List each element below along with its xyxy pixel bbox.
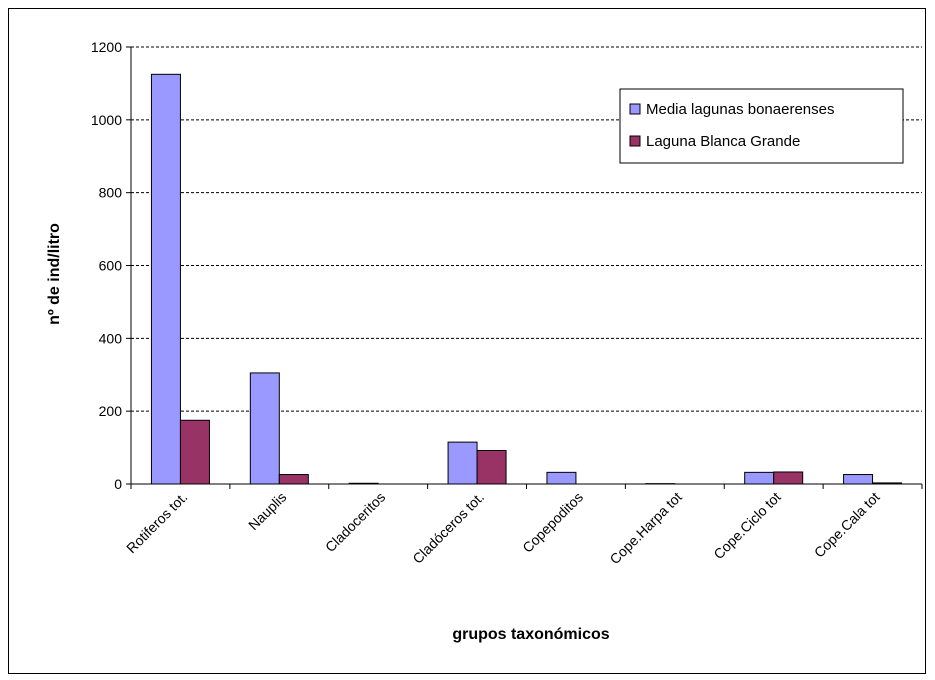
y-tick-labels: 0 200 400 600 800 1000 1200 [91, 39, 122, 492]
bar-media [448, 442, 477, 484]
legend-label: Media lagunas bonaerenses [646, 101, 834, 118]
y-tick-label: 200 [99, 403, 123, 419]
x-tick-label: Cope.Harpa tot [606, 489, 685, 568]
bar-laguna [180, 420, 209, 484]
legend-swatch [630, 136, 640, 146]
x-tick-label: Copepoditos [519, 489, 586, 556]
x-tick-label: Cladoceritos [322, 489, 388, 555]
x-tick-label: Cladóceros tot. [409, 489, 487, 567]
bar-media [250, 373, 279, 484]
y-tick-label: 800 [99, 185, 123, 201]
y-tick-label: 1200 [91, 39, 122, 55]
bar-laguna [774, 472, 803, 484]
y-tick-label: 1000 [91, 112, 122, 128]
bar-laguna [477, 450, 506, 484]
x-tick-label: Cope.Ciclo tot [710, 489, 784, 563]
y-tick-label: 600 [99, 258, 123, 274]
legend-swatch [630, 104, 640, 114]
bar-media [844, 475, 873, 484]
x-axis-title: grupos taxonómicos [452, 626, 609, 643]
bar-laguna [279, 475, 308, 484]
bar-media [745, 472, 774, 484]
y-axis-title: nº de ind/litro [46, 223, 63, 325]
x-tick-labels: Rotiferos tot. Nauplis Cladoceritos Cladóce… [123, 489, 883, 568]
legend: Media lagunas bonaerenses Laguna Blanca G… [620, 89, 903, 163]
y-tick-label: 400 [99, 330, 123, 346]
x-tick-label: Nauplis [245, 489, 289, 533]
bar-media [547, 472, 576, 484]
bar-media [151, 74, 180, 484]
x-tick-label: Cope.Cala tot [811, 489, 883, 561]
chart-frame: 0 200 400 600 800 1000 1200 Rotiferos tot. Naup… [8, 8, 926, 674]
x-tick-label: Rotiferos tot. [123, 489, 190, 556]
bar-chart: 0 200 400 600 800 1000 1200 Rotiferos tot. Naup… [9, 9, 927, 675]
y-tick-label: 0 [114, 476, 122, 492]
legend-label: Laguna Blanca Grande [646, 133, 800, 150]
